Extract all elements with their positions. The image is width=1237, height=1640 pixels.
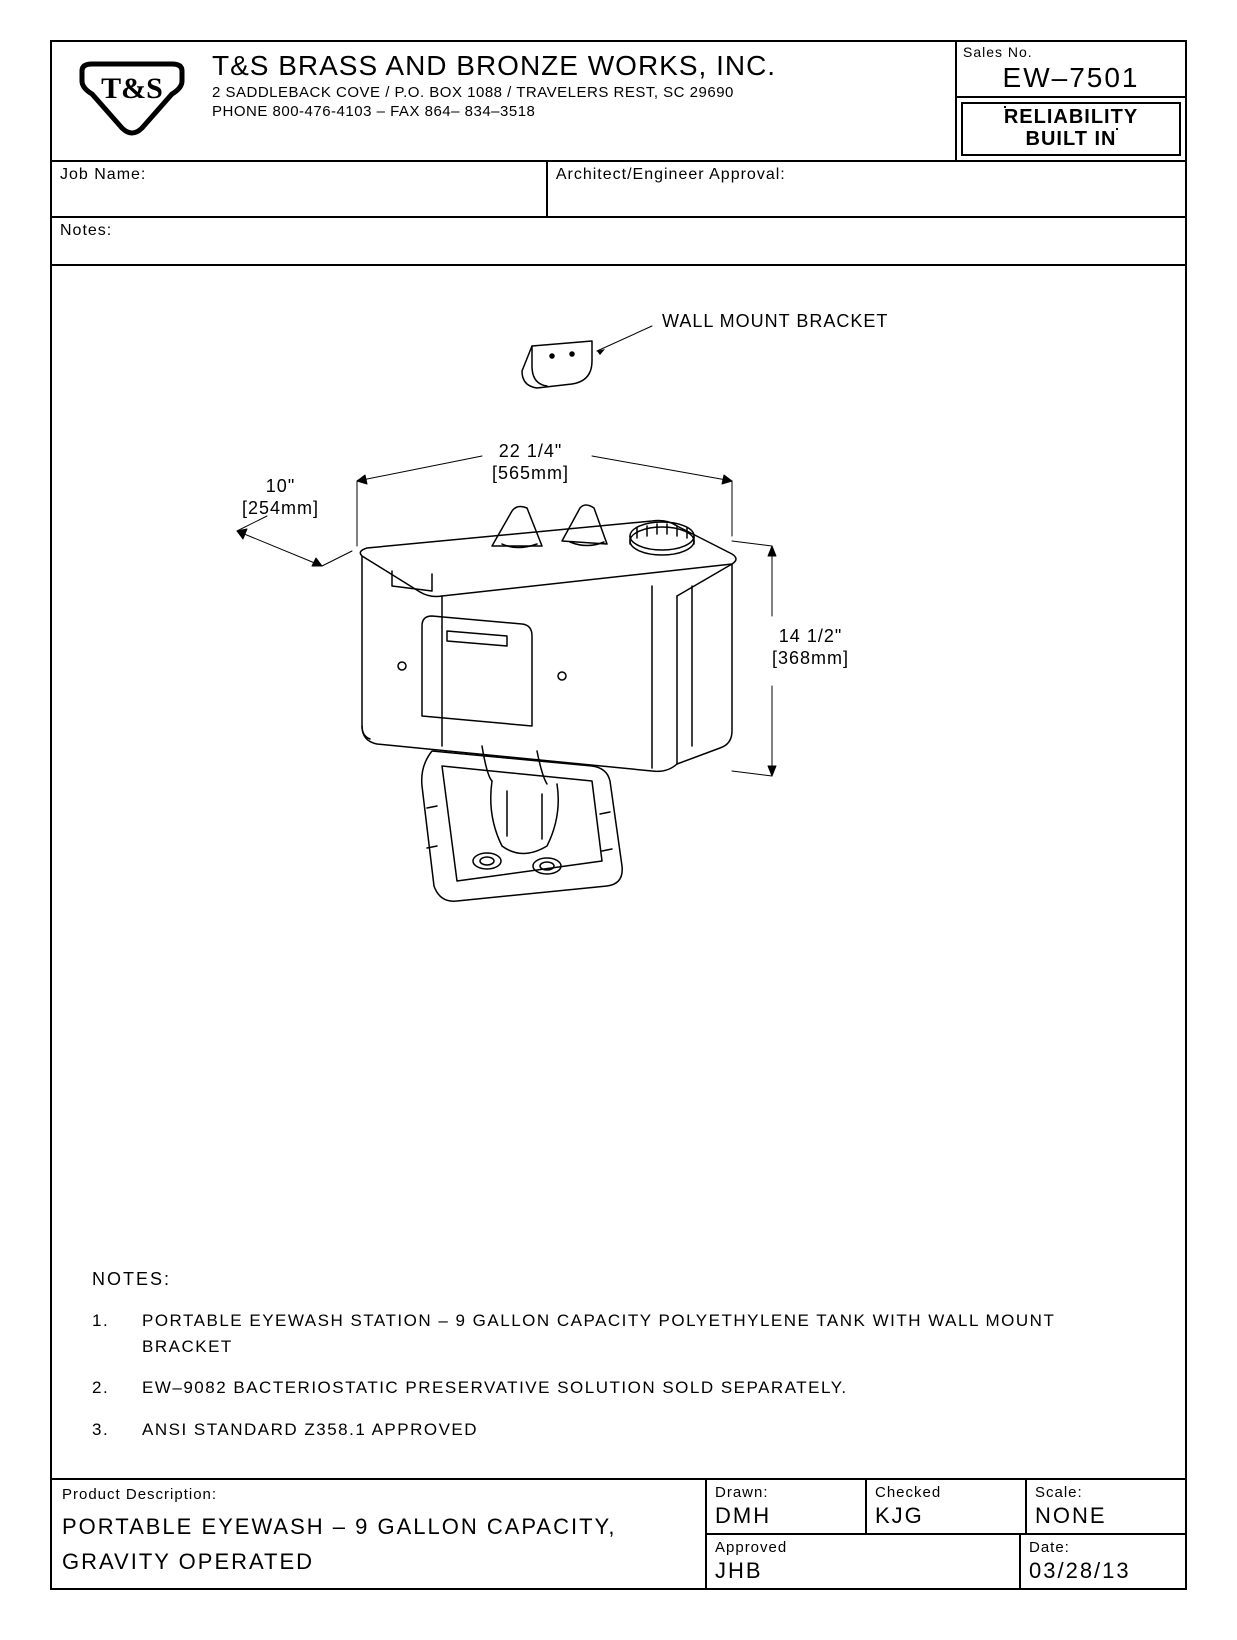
tagline-1: RELIABILITY [1004, 106, 1138, 128]
scale-cell: Scale: NONE [1027, 1480, 1185, 1533]
company-name: T&S BRASS AND BRONZE WORKS, INC. [212, 50, 945, 82]
job-row: Job Name: Architect/Engineer Approval: [52, 162, 1185, 218]
notes-header: NOTES: [92, 1269, 1145, 1290]
note-1: 1. PORTABLE EYEWASH STATION – 9 GALLON C… [92, 1308, 1145, 1359]
titleblock-right: Drawn: DMH Checked KJG Scale: NONE Appro… [705, 1480, 1185, 1588]
architect-label: Architect/Engineer Approval: [548, 162, 1185, 218]
drawn-cell: Drawn: DMH [707, 1480, 867, 1533]
dim-width: 22 1/4" [565mm] [492, 441, 569, 484]
tagline-2: BUILT IN [1026, 128, 1117, 150]
drawing-area: WALL MOUNT BRACKET 22 1/4" [565mm] 10" [… [52, 266, 1185, 1480]
checked-cell: Checked KJG [867, 1480, 1027, 1533]
ts-logo: T&S [72, 56, 192, 146]
logo-cell: T&S [52, 42, 212, 162]
desc-label: Product Description: [62, 1486, 695, 1503]
notes-field-label: Notes: [52, 218, 1185, 266]
spec-sheet: T&S T&S BRASS AND BRONZE WORKS, INC. 2 S… [20, 20, 1217, 1620]
sheet-frame: T&S T&S BRASS AND BRONZE WORKS, INC. 2 S… [50, 40, 1187, 1590]
note-2: 2. EW–9082 BACTERIOSTATIC PRESERVATIVE S… [92, 1375, 1145, 1401]
note-3: 3. ANSI STANDARD Z358.1 APPROVED [92, 1417, 1145, 1443]
dim-height: 14 1/2" [368mm] [772, 626, 849, 669]
header-row: T&S T&S BRASS AND BRONZE WORKS, INC. 2 S… [52, 42, 1185, 162]
date-cell: Date: 03/28/13 [1021, 1535, 1185, 1588]
eyewash-tray [422, 746, 622, 901]
sales-no-label: Sales No. [957, 42, 1185, 62]
notes-section: NOTES: 1. PORTABLE EYEWASH STATION – 9 G… [92, 1269, 1145, 1458]
company-phone: PHONE 800-476-4103 – FAX 864– 834–3518 [212, 103, 945, 120]
logo-text: T&S [101, 72, 163, 105]
sales-cell: Sales No. EW–7501 RELIABILITY BUILT IN [955, 42, 1185, 162]
approved-cell: Approved JHB [707, 1535, 1021, 1588]
company-address: 2 SADDLEBACK COVE / P.O. BOX 1088 / TRAV… [212, 84, 945, 101]
description-cell: Product Description: PORTABLE EYEWASH – … [52, 1480, 705, 1588]
job-name-label: Job Name: [52, 162, 548, 218]
tank-body [360, 505, 736, 771]
sales-no-value: EW–7501 [957, 62, 1185, 98]
reliability-badge: RELIABILITY BUILT IN [961, 102, 1181, 156]
bracket-icon [522, 326, 652, 388]
product-drawing [92, 286, 992, 986]
dim-depth: 10" [254mm] [242, 476, 319, 519]
title-block: Product Description: PORTABLE EYEWASH – … [52, 1480, 1185, 1588]
desc-text: PORTABLE EYEWASH – 9 GALLON CAPACITY, GR… [62, 1509, 695, 1579]
drawing-canvas: WALL MOUNT BRACKET 22 1/4" [565mm] 10" [… [92, 286, 1145, 986]
company-cell: T&S BRASS AND BRONZE WORKS, INC. 2 SADDL… [212, 42, 955, 162]
bracket-callout: WALL MOUNT BRACKET [662, 311, 888, 332]
